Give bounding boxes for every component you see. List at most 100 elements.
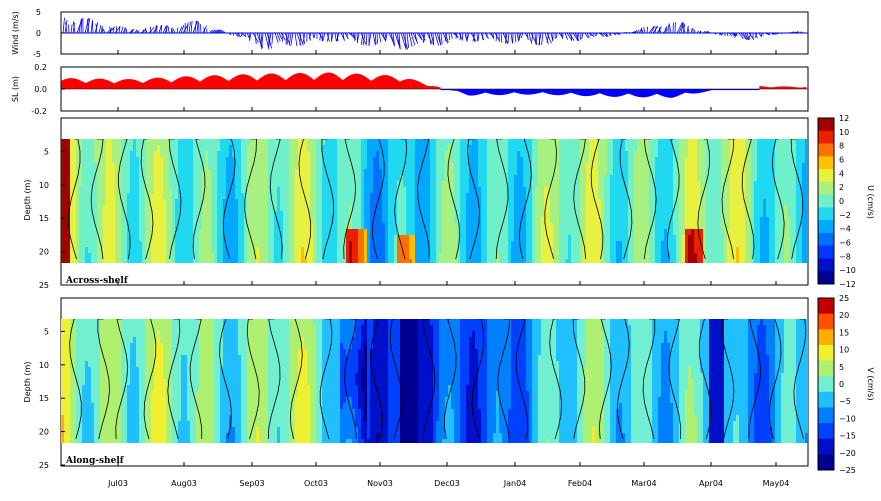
u-cell <box>544 247 548 254</box>
u-cell <box>172 241 176 248</box>
u-cell <box>397 139 401 146</box>
wind-stick <box>640 27 644 34</box>
u-cell <box>226 223 230 230</box>
u-cell <box>343 229 347 236</box>
u-cell <box>175 223 179 230</box>
u-cell <box>244 187 248 194</box>
u-cell <box>433 247 437 254</box>
u-cell <box>232 139 236 146</box>
wind-stick <box>448 32 450 41</box>
u-cell <box>313 151 317 158</box>
wind-stick <box>276 32 281 42</box>
wind-stick <box>264 32 270 50</box>
u-cell <box>88 169 92 176</box>
u-cell <box>370 169 374 176</box>
u-cell <box>607 187 611 194</box>
u-cell <box>397 175 401 182</box>
u-cell <box>349 199 353 206</box>
u-cell <box>118 205 122 212</box>
u-cell <box>547 175 551 182</box>
u-cell <box>130 247 134 254</box>
u-cell <box>292 247 296 254</box>
u-cell <box>436 247 440 254</box>
u-cell <box>238 163 242 170</box>
u-cell <box>271 235 275 242</box>
u-cell <box>430 259 434 263</box>
u-cell <box>442 181 446 188</box>
u-cell <box>448 241 452 248</box>
u-cell <box>436 259 440 263</box>
u-cell <box>415 193 419 200</box>
u-cell <box>217 217 221 224</box>
u-cell <box>340 229 344 236</box>
u-cell <box>337 175 341 182</box>
u-cell <box>82 229 86 236</box>
u-cell <box>571 175 575 182</box>
u-cell <box>226 229 230 236</box>
u-cell <box>565 217 569 224</box>
u-cell <box>364 199 368 206</box>
u-cell <box>475 187 479 194</box>
u-cell <box>430 247 434 254</box>
u-cell <box>379 223 383 230</box>
u-cell <box>115 187 119 194</box>
u-cell <box>574 205 578 212</box>
wind-stick <box>299 32 302 45</box>
u-cell <box>520 187 524 194</box>
u-cell <box>460 193 464 200</box>
u-cell <box>151 169 155 176</box>
u-cell <box>154 211 158 218</box>
u-cell <box>418 247 422 254</box>
wind-stick <box>109 26 112 34</box>
u-cell <box>577 199 581 206</box>
u-cell <box>109 229 113 236</box>
u-cell <box>400 145 404 152</box>
u-cell <box>355 145 359 152</box>
u-cell <box>178 241 182 248</box>
u-cell <box>469 217 473 224</box>
u-cell <box>406 145 410 152</box>
u-cell <box>202 247 206 254</box>
u-cell <box>535 223 539 230</box>
u-cell <box>571 235 575 242</box>
u-cell <box>442 247 446 254</box>
u-cell <box>532 253 536 260</box>
u-cell <box>214 253 218 260</box>
u-cell <box>496 193 500 200</box>
u-cell <box>304 199 308 206</box>
u-cell <box>145 139 149 146</box>
u-cell <box>169 259 173 263</box>
u-cell <box>106 187 110 194</box>
u-cell <box>313 181 317 188</box>
u-cell <box>94 193 98 200</box>
u-cell <box>469 157 473 164</box>
u-cell <box>364 205 368 212</box>
wind-stick <box>628 31 631 34</box>
u-cell <box>322 235 326 242</box>
u-cell <box>220 169 224 176</box>
u-cell <box>547 199 551 206</box>
u-cell <box>307 175 311 182</box>
u-cell <box>343 193 347 200</box>
u-cell <box>511 211 515 218</box>
u-cell <box>223 241 227 248</box>
u-cell <box>541 211 545 218</box>
u-cell <box>268 205 272 212</box>
u-cell <box>487 181 491 188</box>
u-cell <box>175 193 179 200</box>
u-cell <box>241 259 245 263</box>
u-cell <box>256 139 260 146</box>
u-cell <box>265 175 269 182</box>
u-cell <box>589 235 593 242</box>
u-cell <box>217 205 221 212</box>
u-cell <box>208 181 212 188</box>
u-cell <box>163 241 167 248</box>
u-cell <box>169 163 173 170</box>
u-cell <box>85 139 89 146</box>
u-cell <box>175 247 179 254</box>
u-cell <box>190 229 194 236</box>
u-cell <box>565 193 569 200</box>
u-cell <box>373 139 377 146</box>
u-cell <box>565 187 569 194</box>
u-cell <box>517 169 521 176</box>
